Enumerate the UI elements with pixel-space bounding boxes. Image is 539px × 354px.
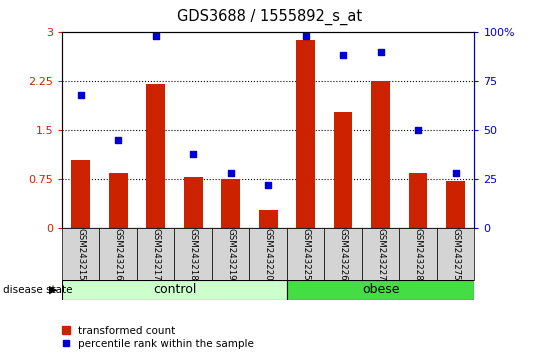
Point [301, 33, 310, 39]
Bar [324, 228, 362, 280]
Text: GSM243216: GSM243216 [114, 228, 123, 280]
Bar [109, 173, 128, 228]
Point [339, 53, 348, 58]
Bar [184, 177, 203, 228]
Text: ▶: ▶ [49, 285, 57, 295]
Text: disease state: disease state [3, 285, 72, 295]
Bar [399, 228, 437, 280]
Bar [137, 228, 175, 280]
Point [414, 127, 423, 133]
Text: obese: obese [362, 284, 399, 296]
Bar [175, 228, 212, 280]
Bar [250, 228, 287, 280]
Point [226, 171, 235, 176]
Text: GSM243226: GSM243226 [338, 228, 348, 280]
Bar [62, 228, 100, 280]
Bar [296, 40, 315, 228]
Point [264, 182, 273, 188]
Text: GSM243225: GSM243225 [301, 228, 310, 280]
Bar [100, 228, 137, 280]
Bar [259, 210, 278, 228]
Point [189, 151, 197, 156]
Text: GSM243220: GSM243220 [264, 228, 273, 280]
Bar [409, 173, 427, 228]
Bar [334, 112, 353, 228]
Text: GSM243219: GSM243219 [226, 228, 235, 280]
Bar [362, 228, 399, 280]
Bar [446, 181, 465, 228]
Point [77, 92, 85, 98]
Text: control: control [153, 284, 196, 296]
Point [376, 48, 385, 54]
Point [451, 171, 460, 176]
Bar [287, 228, 324, 280]
Text: GSM243275: GSM243275 [451, 228, 460, 280]
Text: GSM243227: GSM243227 [376, 228, 385, 280]
Text: GSM243218: GSM243218 [189, 228, 198, 280]
Text: GSM243228: GSM243228 [413, 228, 423, 280]
Bar [437, 228, 474, 280]
Text: GSM243215: GSM243215 [76, 228, 85, 280]
Bar [287, 280, 474, 300]
Bar [71, 160, 90, 228]
Bar [222, 179, 240, 228]
Bar [62, 280, 287, 300]
Text: GSM243217: GSM243217 [151, 228, 160, 280]
Text: GDS3688 / 1555892_s_at: GDS3688 / 1555892_s_at [177, 9, 362, 25]
Point [151, 33, 160, 39]
Bar [146, 84, 165, 228]
Bar [371, 81, 390, 228]
Legend: transformed count, percentile rank within the sample: transformed count, percentile rank withi… [62, 326, 254, 349]
Point [114, 137, 122, 143]
Bar [212, 228, 250, 280]
